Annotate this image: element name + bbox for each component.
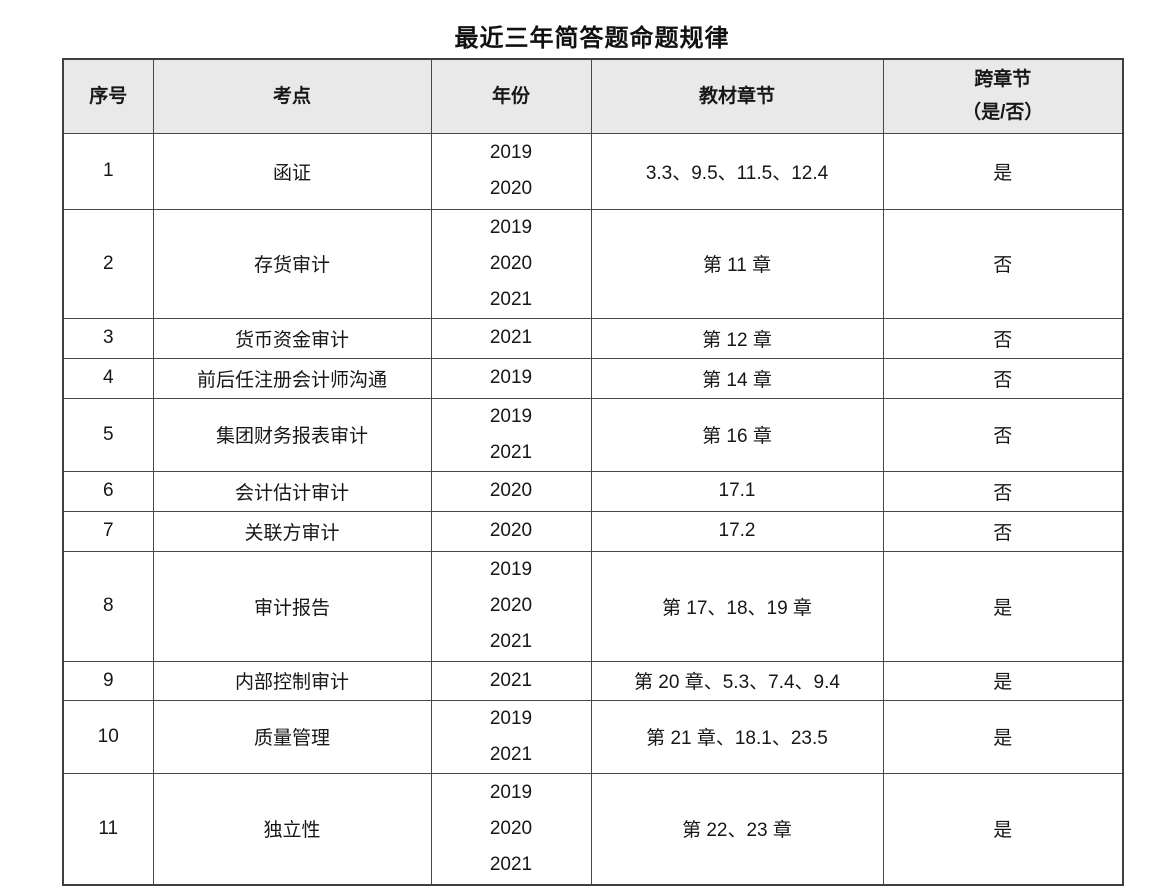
table-row: 10 质量管理 2019 2021 第 21 章、18.1、23.5 是 — [62, 699, 1124, 774]
cell-years: 2019 2020 2021 — [430, 208, 592, 319]
header-cell-number: 序号 — [62, 58, 154, 134]
cell-topic: 独立性 — [152, 772, 432, 886]
cell-years: 2019 2020 2021 — [430, 550, 592, 662]
cell-chapters: 第 21 章、18.1、23.5 — [590, 699, 884, 774]
cell-cross: 是 — [882, 132, 1124, 210]
cell-years: 2019 2020 2021 — [430, 772, 592, 886]
cell-years: 2021 — [430, 660, 592, 701]
cell-topic: 会计估计审计 — [152, 470, 432, 512]
cell-number: 4 — [62, 357, 154, 399]
cell-chapters: 第 12 章 — [590, 317, 884, 359]
cell-years: 2020 — [430, 510, 592, 552]
cell-chapters: 第 17、18、19 章 — [590, 550, 884, 662]
cell-cross: 否 — [882, 208, 1124, 319]
cell-chapters: 第 20 章、5.3、7.4、9.4 — [590, 660, 884, 701]
header-cell-year: 年份 — [430, 58, 592, 134]
cell-topic: 内部控制审计 — [152, 660, 432, 701]
cell-cross: 是 — [882, 660, 1124, 701]
cell-topic: 质量管理 — [152, 699, 432, 774]
cell-cross: 否 — [882, 397, 1124, 472]
table-row: 5 集团财务报表审计 2019 2021 第 16 章 否 — [62, 397, 1124, 472]
cell-number: 8 — [62, 550, 154, 662]
cell-number: 3 — [62, 317, 154, 359]
cell-years: 2019 2020 — [430, 132, 592, 210]
cell-number: 9 — [62, 660, 154, 701]
cell-topic: 存货审计 — [152, 208, 432, 319]
cell-topic: 审计报告 — [152, 550, 432, 662]
table-row: 7 关联方审计 2020 17.2 否 — [62, 510, 1124, 552]
cell-chapters: 第 11 章 — [590, 208, 884, 319]
cell-chapters: 17.1 — [590, 470, 884, 512]
cell-cross: 否 — [882, 357, 1124, 399]
cell-chapters: 第 14 章 — [590, 357, 884, 399]
cell-cross: 是 — [882, 699, 1124, 774]
cell-number: 2 — [62, 208, 154, 319]
table-row: 8 审计报告 2019 2020 2021 第 17、18、19 章 是 — [62, 550, 1124, 662]
header-cell-chapters: 教材章节 — [590, 58, 884, 134]
cell-topic: 函证 — [152, 132, 432, 210]
page-title: 最近三年简答题命题规律 — [454, 25, 730, 52]
header-cell-cross-chapter: 跨章节 （是/否） — [882, 58, 1124, 134]
cell-topic: 前后任注册会计师沟通 — [152, 357, 432, 399]
cell-years: 2021 — [430, 317, 592, 359]
cell-cross: 是 — [882, 550, 1124, 662]
cell-number: 10 — [62, 699, 154, 774]
table-row: 2 存货审计 2019 2020 2021 第 11 章 否 — [62, 208, 1124, 319]
cell-topic: 货币资金审计 — [152, 317, 432, 359]
cell-number: 7 — [62, 510, 154, 552]
cell-years: 2020 — [430, 470, 592, 512]
cell-cross: 是 — [882, 772, 1124, 886]
cell-chapters: 17.2 — [590, 510, 884, 552]
cell-cross: 否 — [882, 470, 1124, 512]
cell-chapters: 第 16 章 — [590, 397, 884, 472]
cell-number: 5 — [62, 397, 154, 472]
cell-number: 11 — [62, 772, 154, 886]
cell-topic: 关联方审计 — [152, 510, 432, 552]
table-row: 3 货币资金审计 2021 第 12 章 否 — [62, 317, 1124, 359]
cell-years: 2019 2021 — [430, 397, 592, 472]
cell-years: 2019 — [430, 357, 592, 399]
table-row: 6 会计估计审计 2020 17.1 否 — [62, 470, 1124, 512]
cell-number: 6 — [62, 470, 154, 512]
cell-cross: 否 — [882, 510, 1124, 552]
header-cell-topic: 考点 — [152, 58, 432, 134]
table-row: 4 前后任注册会计师沟通 2019 第 14 章 否 — [62, 357, 1124, 399]
cell-years: 2019 2021 — [430, 699, 592, 774]
header-row: 序号 考点 年份 教材章节 跨章节 （是/否） — [62, 58, 1124, 134]
table-row: 9 内部控制审计 2021 第 20 章、5.3、7.4、9.4 是 — [62, 660, 1124, 701]
cell-number: 1 — [62, 132, 154, 210]
table-row: 1 函证 2019 2020 3.3、9.5、11.5、12.4 是 — [62, 132, 1124, 210]
cell-topic: 集团财务报表审计 — [152, 397, 432, 472]
cell-cross: 否 — [882, 317, 1124, 359]
cell-chapters: 3.3、9.5、11.5、12.4 — [590, 132, 884, 210]
exam-pattern-table: 序号 考点 年份 教材章节 跨章节 （是/否） 1 函证 2019 2020 3… — [62, 58, 1124, 886]
table-row: 11 独立性 2019 2020 2021 第 22、23 章 是 — [62, 772, 1124, 886]
cell-chapters: 第 22、23 章 — [590, 772, 884, 886]
